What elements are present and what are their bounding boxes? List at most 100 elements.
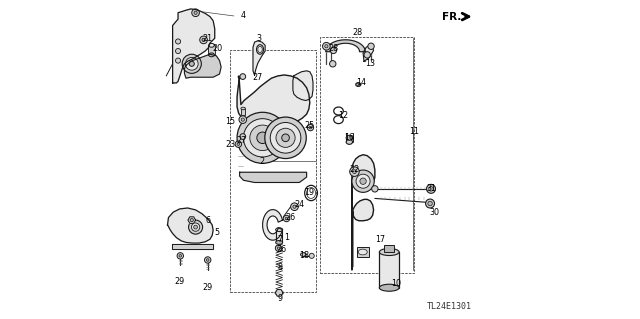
Text: 29: 29 — [203, 283, 213, 292]
Circle shape — [285, 217, 288, 220]
Circle shape — [240, 134, 246, 139]
Circle shape — [175, 39, 180, 44]
Text: 29: 29 — [174, 277, 184, 286]
Text: 8: 8 — [278, 263, 283, 271]
Circle shape — [282, 134, 289, 142]
Text: 15: 15 — [226, 117, 236, 126]
Text: 7: 7 — [278, 235, 283, 244]
Circle shape — [291, 203, 298, 211]
Circle shape — [323, 42, 330, 50]
Circle shape — [349, 167, 359, 176]
Bar — [209, 45, 215, 55]
Ellipse shape — [209, 45, 214, 55]
Circle shape — [237, 112, 288, 163]
Text: 28: 28 — [353, 28, 363, 37]
Text: FR.: FR. — [442, 11, 461, 22]
Text: 26: 26 — [276, 245, 286, 254]
Circle shape — [177, 253, 184, 259]
Circle shape — [243, 119, 282, 157]
Circle shape — [265, 117, 307, 159]
Polygon shape — [239, 172, 307, 182]
Circle shape — [179, 255, 182, 257]
Text: 25: 25 — [305, 121, 315, 130]
Text: 19: 19 — [304, 189, 314, 197]
Polygon shape — [262, 210, 282, 240]
Circle shape — [175, 48, 180, 54]
Text: 5: 5 — [214, 228, 220, 237]
Circle shape — [324, 45, 328, 48]
Polygon shape — [353, 199, 374, 266]
Text: 10: 10 — [391, 279, 401, 288]
Circle shape — [360, 178, 366, 184]
Text: 27: 27 — [253, 73, 263, 82]
Circle shape — [190, 219, 193, 222]
Ellipse shape — [241, 107, 245, 110]
Text: 18: 18 — [299, 251, 309, 260]
Circle shape — [293, 205, 296, 208]
Bar — [230, 50, 316, 292]
Bar — [385, 245, 394, 252]
Bar — [320, 37, 414, 273]
Circle shape — [189, 220, 203, 234]
Ellipse shape — [301, 253, 307, 256]
Text: 13: 13 — [365, 59, 376, 68]
Polygon shape — [363, 45, 374, 61]
Circle shape — [186, 57, 198, 70]
Circle shape — [207, 259, 209, 261]
Circle shape — [284, 215, 290, 222]
Ellipse shape — [346, 136, 353, 140]
Polygon shape — [326, 40, 365, 52]
Text: 4: 4 — [240, 11, 245, 20]
Text: 14: 14 — [356, 78, 366, 87]
Text: 20: 20 — [212, 44, 222, 53]
Text: 23: 23 — [225, 140, 235, 149]
Circle shape — [275, 245, 282, 251]
Bar — [356, 247, 369, 257]
Bar — [241, 108, 245, 115]
Ellipse shape — [358, 249, 367, 255]
Polygon shape — [188, 217, 196, 223]
Bar — [276, 230, 282, 242]
Text: 21: 21 — [203, 34, 212, 43]
Circle shape — [205, 257, 211, 263]
Ellipse shape — [276, 228, 283, 232]
Text: 24: 24 — [294, 200, 305, 209]
Circle shape — [307, 124, 314, 131]
Circle shape — [194, 225, 198, 229]
Ellipse shape — [380, 249, 399, 256]
Ellipse shape — [346, 139, 353, 144]
Text: 1: 1 — [284, 233, 289, 242]
Polygon shape — [184, 54, 221, 78]
Circle shape — [250, 125, 275, 151]
Ellipse shape — [209, 53, 214, 57]
Text: 31: 31 — [426, 184, 436, 193]
Polygon shape — [237, 75, 310, 123]
Circle shape — [241, 118, 244, 121]
Circle shape — [192, 9, 200, 17]
Circle shape — [428, 201, 432, 206]
Circle shape — [356, 174, 370, 188]
Circle shape — [372, 186, 378, 192]
Circle shape — [276, 128, 295, 147]
Polygon shape — [168, 208, 213, 243]
Circle shape — [368, 43, 374, 49]
Text: 11: 11 — [409, 127, 419, 136]
Polygon shape — [275, 290, 283, 296]
Polygon shape — [352, 155, 375, 270]
Circle shape — [277, 247, 280, 249]
Circle shape — [352, 170, 374, 192]
Circle shape — [309, 126, 312, 129]
Circle shape — [353, 170, 356, 174]
Text: 30: 30 — [430, 208, 440, 217]
Circle shape — [235, 141, 241, 147]
Polygon shape — [253, 41, 265, 75]
Polygon shape — [172, 244, 213, 249]
Polygon shape — [293, 71, 313, 100]
Circle shape — [175, 58, 180, 63]
Circle shape — [239, 116, 246, 123]
Circle shape — [426, 184, 435, 193]
Text: 3: 3 — [257, 34, 262, 43]
Text: 28: 28 — [328, 44, 339, 53]
Circle shape — [257, 132, 268, 144]
Circle shape — [429, 187, 433, 191]
